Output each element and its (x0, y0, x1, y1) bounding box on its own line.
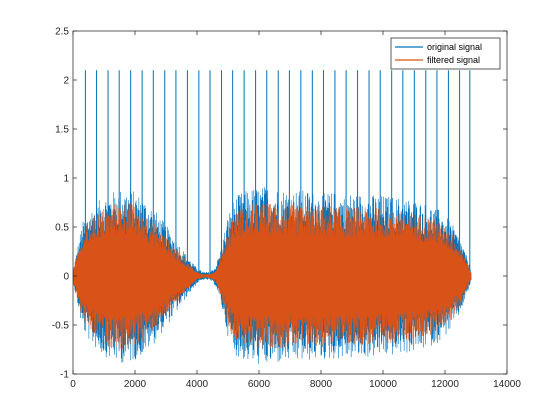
y-tick-label: 0.5 (55, 223, 69, 234)
series-layer (73, 70, 472, 364)
legend-label-original-signal: original signal (427, 42, 482, 52)
x-tick-label: 2000 (124, 379, 147, 390)
x-tick-label: 8000 (310, 379, 333, 390)
x-axis-ticks: 0 2000 4000 6000 8000 10000 12000 14000 (70, 31, 521, 390)
y-tick-label: 1.5 (55, 125, 69, 136)
y-tick-label: 1 (63, 174, 69, 185)
x-tick-label: 10000 (369, 379, 397, 390)
y-tick-label: -1 (60, 370, 69, 381)
legend: original signal filtered signal (390, 37, 501, 70)
x-tick-label: 0 (70, 379, 76, 390)
legend-label-filtered-signal: filtered signal (427, 55, 480, 65)
x-tick-label: 6000 (248, 379, 271, 390)
y-tick-label: 0 (63, 272, 69, 283)
x-tick-label: 12000 (431, 379, 459, 390)
series-filtered-signal (73, 203, 472, 349)
y-axis-ticks: -1 -0.5 0 0.5 1 1.5 2 2.5 (52, 27, 507, 381)
y-tick-label: 2.5 (55, 27, 69, 38)
legend-box (390, 37, 501, 70)
x-tick-label: 14000 (493, 379, 521, 390)
axes (72, 30, 508, 375)
x-tick-label: 4000 (186, 379, 209, 390)
axes-box (72, 30, 508, 375)
series-original-signal-impulses (84, 70, 471, 276)
y-tick-label: -0.5 (52, 321, 70, 332)
y-tick-label: 2 (63, 76, 69, 87)
